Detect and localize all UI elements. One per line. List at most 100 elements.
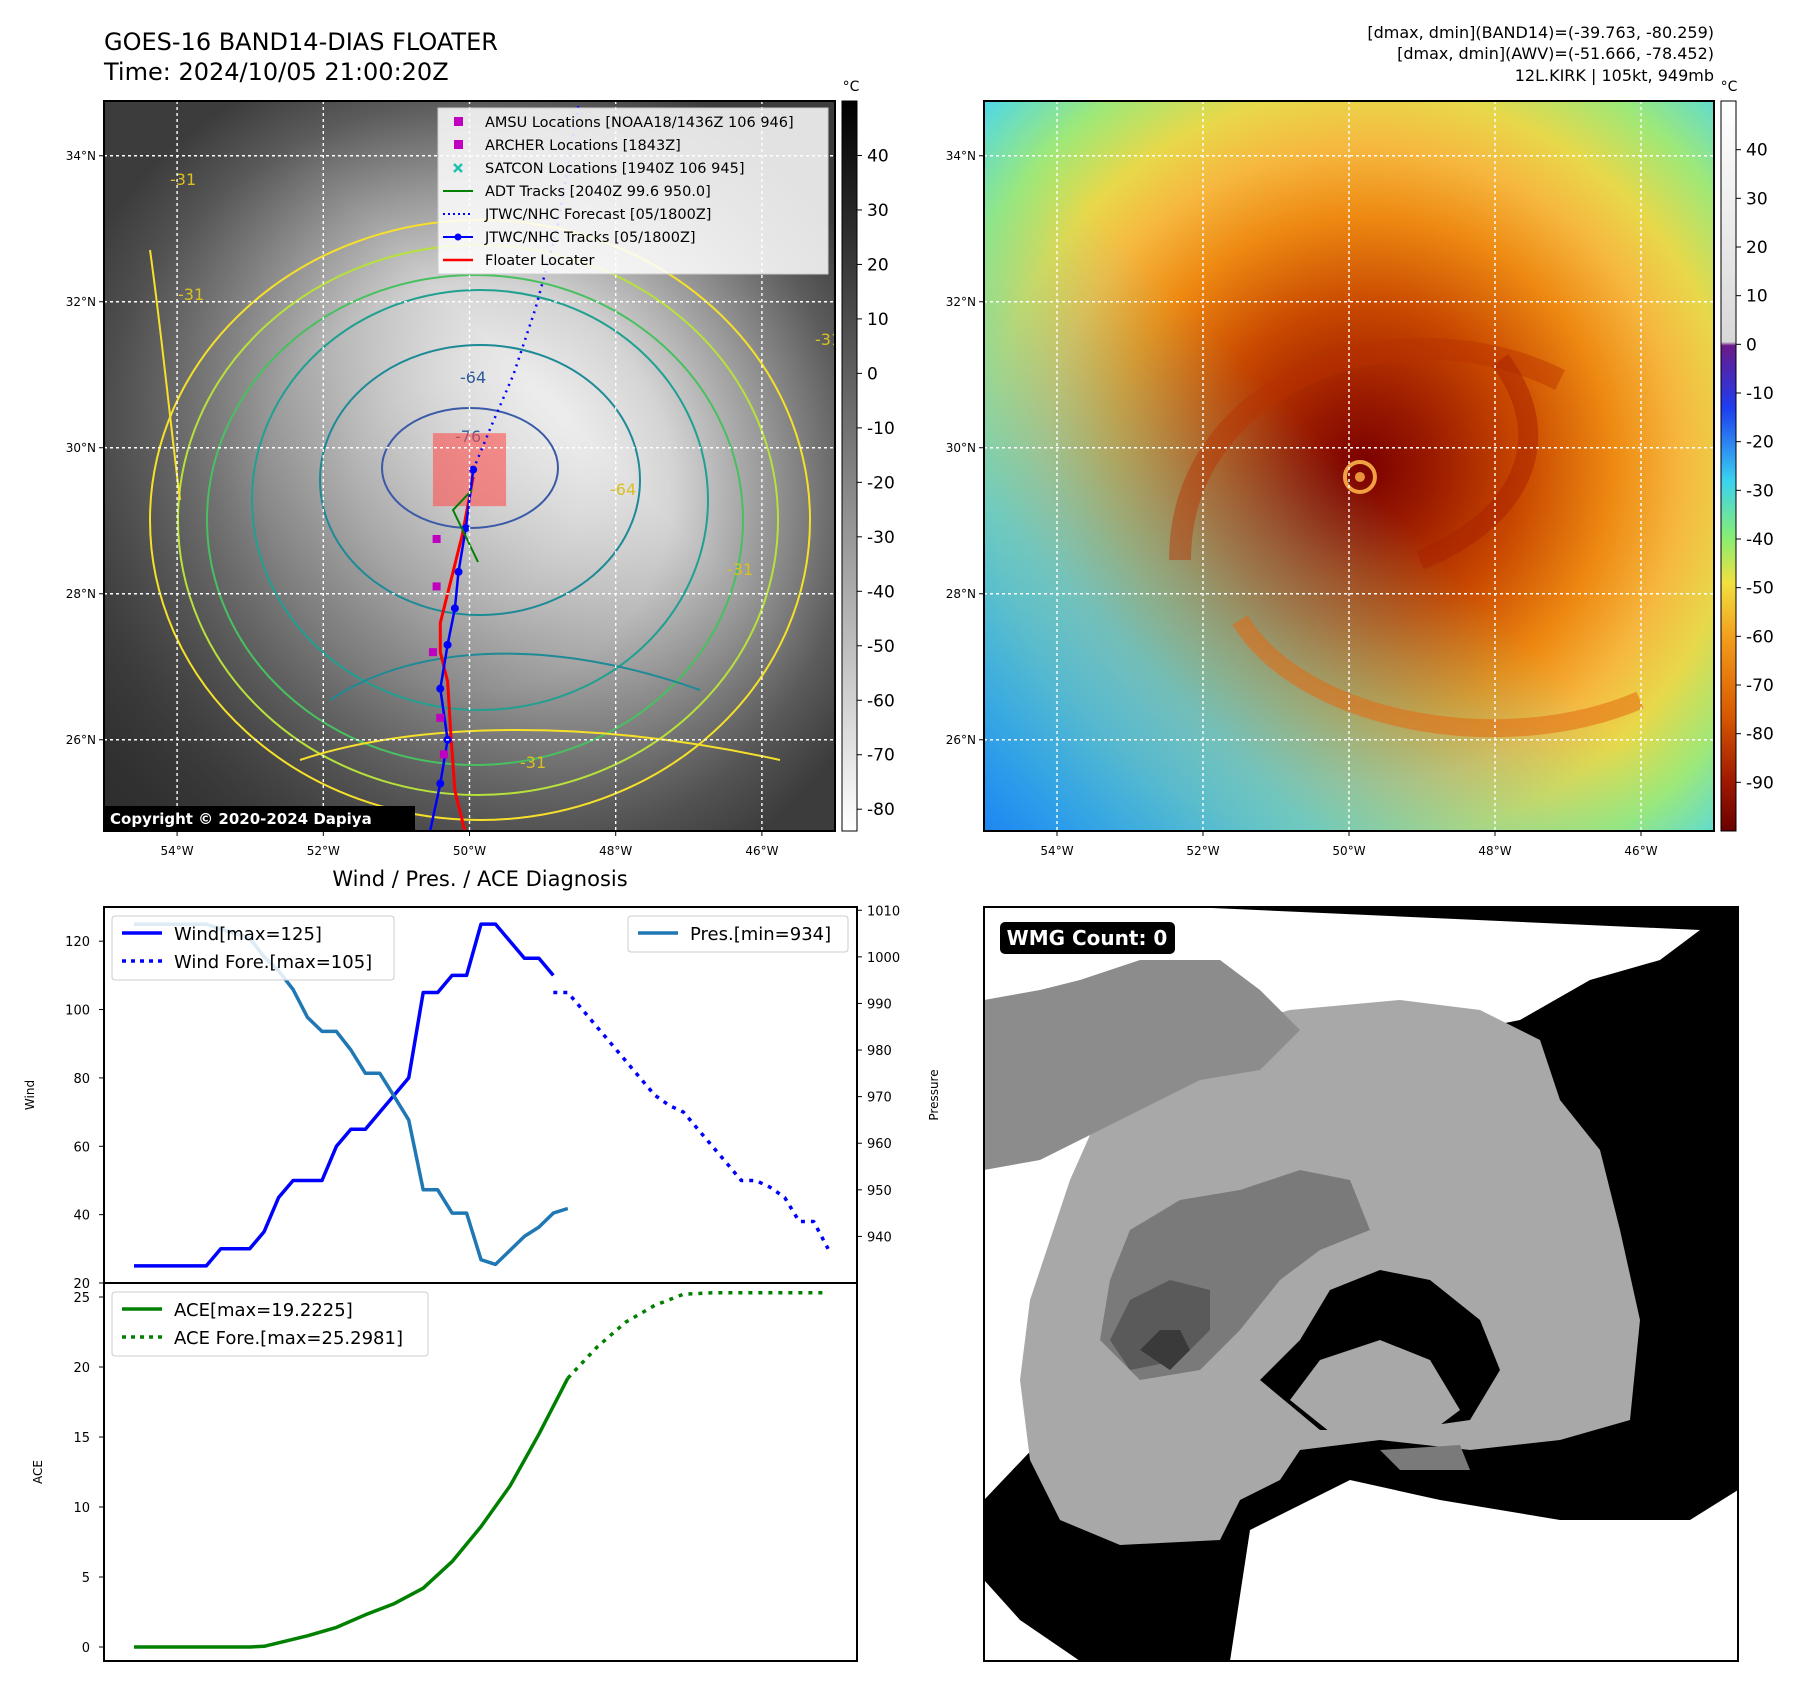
wmg-darkest-region [1140, 1330, 1190, 1370]
colorbar-tick-label: -50 [867, 637, 895, 657]
colorbar-tick-label: -10 [867, 419, 895, 439]
legend-box [437, 107, 829, 275]
map-axis-ticks: 54°W 52°W 50°W 48°W 46°W 34°N 32°N 30°N 28°N 26°N [66, 149, 779, 858]
map2-x-tick-label: 50°W [1332, 844, 1365, 858]
contour-band-south [329, 652, 701, 701]
contour-label: -31 [520, 753, 546, 772]
legend-label: AMSU Locations [NOAA18/1436Z 106 946] [485, 115, 794, 131]
map2-y-tick-label: 26°N [946, 733, 976, 747]
amsu-point [432, 582, 441, 591]
contour-label: -31 [178, 285, 204, 304]
stats-storm: 12L.KIRK | 105kt, 949mb [1515, 66, 1714, 85]
legend-label: ARCHER Locations [1843Z] [485, 138, 681, 154]
legend-label: JTWC/NHC Forecast [05/1800Z] [484, 207, 711, 223]
nhc-track-point [436, 684, 445, 693]
contour-label: -64 [460, 368, 486, 387]
pressure-tick-label: 980 [867, 1044, 892, 1059]
legend-label: Floater Locater [485, 253, 594, 269]
amsu-point [432, 535, 441, 543]
ace-fore-legend-label: ACE Fore.[max=25.2981] [174, 1328, 403, 1349]
wmg-gray-core [1290, 1340, 1460, 1440]
pressure-legend: Pres.[min=934] [627, 915, 849, 953]
nhc-track-point [450, 604, 459, 613]
amsu-point [436, 713, 445, 722]
map2-x-tick-label: 52°W [1186, 844, 1219, 858]
contour-label: -64 [610, 480, 636, 499]
legend-item: Floater Locater [443, 253, 594, 269]
rainband-north [1169, 338, 1565, 561]
map2-y-tick-label: 32°N [946, 295, 976, 309]
legend-item: AMSU Locations [NOAA18/1436Z 106 946] [454, 115, 794, 131]
ace-legend-box [111, 1291, 429, 1357]
wind-tick-label: 40 [73, 1209, 90, 1224]
nhc-track-point [436, 779, 445, 788]
colorbar-enhanced [1720, 100, 1737, 832]
ace-tick-label: 10 [73, 1501, 90, 1516]
series-ace [134, 1377, 570, 1649]
pressure-tick-label: 960 [867, 1137, 892, 1152]
legend-x-marker [453, 163, 463, 173]
pressure-tick-label: 1000 [867, 951, 900, 966]
amsu-point [428, 648, 437, 657]
map-y-tick-label: 26°N [66, 733, 96, 747]
colorbar2-tick-label: -70 [1746, 676, 1774, 696]
colorbar-tick-label: -20 [867, 473, 895, 493]
colorbar2-tick-label: 0 [1746, 335, 1757, 355]
colorbar2-tick-label: -30 [1746, 481, 1774, 501]
map-gridlines [104, 101, 835, 831]
colorbar2-tick-label: 20 [1746, 238, 1768, 258]
pressure-tick-label: 950 [867, 1184, 892, 1199]
wmg-frame [983, 906, 1739, 1662]
colorbar-tick-label: -80 [867, 800, 895, 820]
colorbar-tick-label: -40 [867, 582, 895, 602]
colorbar2-unit: °C [1721, 79, 1738, 95]
ace-tick-label: 25 [73, 1291, 90, 1306]
colorbar2-tick-label: -90 [1746, 773, 1774, 793]
map2-y-tick-label: 34°N [946, 149, 976, 163]
copyright-box [104, 806, 415, 831]
colorbar2-tick-label: 30 [1746, 189, 1768, 209]
colorbar2-tick-label: -80 [1746, 725, 1774, 745]
ace-tick-label: 20 [73, 1361, 90, 1376]
contour-label: -31 [727, 560, 753, 579]
legend-label: SATCON Locations [1940Z 106 945] [485, 161, 744, 177]
ace-tick-label: 0 [82, 1641, 90, 1656]
wmg-panel: WMG Count: 0 [983, 906, 1739, 1662]
wind-legend: Wind[max=125] Wind Fore.[max=105] [111, 915, 395, 981]
colorbar-tick-label: 40 [867, 146, 889, 166]
map2-y-tick-label: 28°N [946, 587, 976, 601]
map-y-tick-label: 34°N [66, 149, 96, 163]
ace-tick-label: 5 [82, 1571, 90, 1586]
amsu-point [439, 750, 448, 759]
legend-item: JTWC/NHC Tracks [05/1800Z] [443, 230, 696, 246]
wind-tick-label: 120 [65, 935, 90, 950]
map-y-tick-label: 28°N [66, 587, 96, 601]
nhc-track-point [454, 567, 463, 576]
map-y-tick-label: 30°N [66, 441, 96, 455]
wind-fore-legend-label: Wind Fore.[max=105] [174, 952, 372, 973]
ace-tick-label: 15 [73, 1431, 90, 1446]
colorbar2-tick-label: -50 [1746, 579, 1774, 599]
ir-enhanced-bands [1169, 338, 1644, 738]
map2-gridlines [984, 101, 1714, 831]
colorbar2-tick-label: -20 [1746, 433, 1774, 453]
contour-teal-inner [319, 344, 641, 616]
ace-legend: ACE[max=19.2225] ACE Fore.[max=25.2981] [111, 1291, 429, 1357]
map-x-tick-label: 46°W [745, 844, 778, 858]
pressure-tick-label: 990 [867, 997, 892, 1012]
legend-item: JTWC/NHC Forecast [05/1800Z] [443, 207, 711, 223]
map-x-tick-label: 50°W [453, 844, 486, 858]
map2-axis-ticks: 54°W 52°W 50°W 48°W 46°W 34°N 32°N 30°N 28°N 26°N [946, 149, 1658, 858]
pressure-legend-box [627, 915, 849, 953]
adt-track [451, 489, 479, 563]
wind-tick-label: 20 [73, 1277, 90, 1292]
colorbar-tick-label: -60 [867, 691, 895, 711]
colorbar2-ticks: 40 30 20 10 0 -10 -20 -30 -40 -50 -60 -70 -80 -90 [1736, 141, 1774, 793]
ace-axis-ticks: 0 5 10 15 20 25 [73, 1291, 104, 1656]
colorbar-ticks: 40 30 20 10 0 -10 -20 -30 -40 -50 -60 -70 -80 [857, 146, 895, 820]
ace-legend-label: ACE[max=19.2225] [174, 1300, 353, 1321]
diagnosis-panel: Wind / Pres. / ACE Diagnosis Wind Pressu… [23, 867, 941, 1662]
stats-band14: [dmax, dmin](BAND14)=(-39.763, -80.259) [1367, 23, 1714, 42]
stats-awv: [dmax, dmin](AWV)=(-51.666, -78.452) [1397, 44, 1714, 63]
